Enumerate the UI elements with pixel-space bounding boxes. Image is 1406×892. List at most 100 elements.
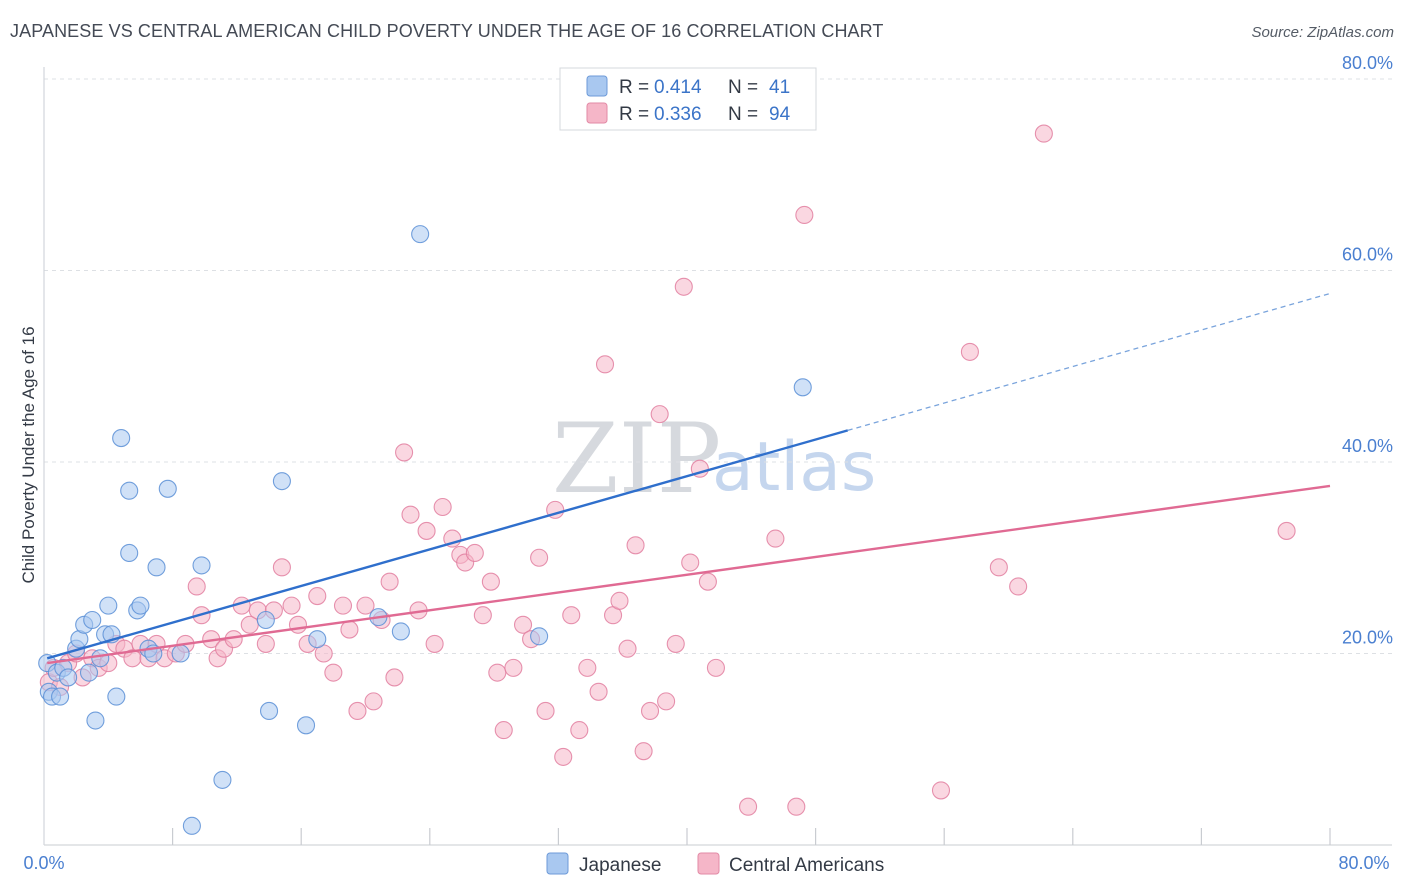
central-americans-point-43 [385,668,404,687]
legend-r-value-1: 0.414 [654,77,702,98]
x-tick-label-min: 0.0% [23,853,64,873]
japanese-point-26 [158,479,177,498]
central-americans-point-80 [681,553,700,572]
central-americans-point-66 [570,721,589,740]
central-americans-point-33 [308,586,327,606]
central-americans-point-59 [513,615,533,634]
japanese-point-29 [192,556,211,575]
central-americans-point-79 [674,277,693,296]
central-americans-point-62 [536,701,555,721]
central-americans-point-57 [494,721,513,740]
central-americans-point-64 [554,747,573,766]
japanese-point-37 [391,622,410,641]
central-americans-point-39 [356,596,375,615]
legend-swatch-central-americans [586,102,608,124]
central-americans-point-90 [989,558,1008,577]
axes [43,67,1392,846]
japanese-point-34 [296,716,316,735]
central-americans-point-44 [395,443,414,462]
central-americans-point-35 [324,663,343,682]
central-americans-point-86 [787,797,806,816]
central-americans-point-91 [1009,577,1028,596]
legend-r-label-2: R = [619,104,649,125]
legend-n-value-1: 41 [769,77,790,98]
central-americans-point-47 [417,521,436,540]
y-tick-label-60: 60.0% [1342,245,1393,265]
central-americans-point-68 [589,682,608,701]
central-americans-point-76 [650,405,669,424]
bottom-legend-swatch-central-americans [697,852,720,875]
x-tick-label-max: 80.0% [1338,853,1389,873]
central-americans-point-58 [504,658,523,677]
central-americans-point-42 [380,572,399,591]
central-americans-point-45 [401,505,420,524]
central-americans-point-61 [530,548,549,567]
bottom-legend-label-central-americans: Central Americans [729,855,884,876]
japanese-point-20 [120,543,139,563]
central-americans-point-18 [187,577,206,596]
japanese-point-17 [107,687,126,706]
central-americans-point-31 [288,615,308,634]
japanese-point-22 [131,596,150,615]
gridlines [44,78,1392,654]
central-americans-point-84 [739,797,758,816]
legend-r-label-1: R = [619,77,649,98]
y-tick-labels: 20.0% 40.0% 60.0% 80.0% [1342,53,1393,648]
japanese-point-25 [147,558,166,577]
japanese-point-39 [530,627,549,646]
trend-lines [46,292,1331,665]
japanese-point-28 [182,816,201,835]
central-americans-point-37 [340,620,359,639]
central-americans-point-71 [610,591,629,610]
japanese-point-30 [213,770,232,789]
japanese-point-33 [272,472,291,491]
trend-line-japanese-extension [847,292,1331,432]
y-tick-label-40: 40.0% [1342,436,1393,456]
source-attribution: Source: ZipAtlas.com [1251,24,1394,41]
central-americans-point-72 [618,639,637,658]
central-americans-point-30 [282,596,301,615]
central-americans-point-49 [433,497,452,517]
central-americans-point-56 [488,663,507,682]
central-americans-point-65 [562,606,581,625]
central-americans-point-55 [481,572,500,591]
y-tick-label-80: 80.0% [1342,53,1393,73]
central-americans-point-54 [473,606,492,625]
central-americans-point-69 [595,355,615,374]
japanese-point-27 [171,644,190,663]
japanese-point-18 [112,429,131,448]
trend-line-central-americans [47,484,1331,665]
japanese-point-11 [83,610,102,630]
japanese-point-15 [99,596,118,615]
central-americans-point-74 [634,742,653,761]
central-americans-point-29 [272,558,291,577]
japanese-point-32 [259,701,279,721]
central-americans-point-48 [425,634,444,653]
legend-n-label-1: N = [728,77,758,98]
trend-line-japanese [46,429,849,660]
central-americans-point-82 [698,572,717,591]
central-americans-point-40 [364,692,383,711]
japanese-point-35 [308,630,327,649]
central-americans-point-78 [666,634,685,653]
central-americans-point-27 [256,634,275,653]
x-axis-ticks [172,828,1331,845]
y-axis-label: Child Poverty Under the Age of 16 [19,326,38,583]
japanese-point-31 [256,610,275,630]
legend-n-label-2: N = [728,104,758,125]
legend: R = 0.414 N = 41 R = 0.336 N = 94 [559,67,817,131]
y-tick-label-20: 20.0% [1342,628,1393,648]
central-americans-point-88 [931,781,951,800]
central-americans-point-73 [626,536,645,555]
legend-swatch-japanese [586,75,608,97]
japanese-point-19 [120,481,139,500]
central-americans-point-83 [706,658,725,677]
central-americans-point-36 [333,596,353,615]
central-americans-point-89 [960,342,979,361]
bottom-legend-label-japanese: Japanese [579,855,661,876]
central-americans-point-93 [1277,521,1296,540]
series-japanese [38,225,812,835]
japanese-point-10 [79,663,99,682]
legend-n-value-2: 94 [769,104,791,125]
